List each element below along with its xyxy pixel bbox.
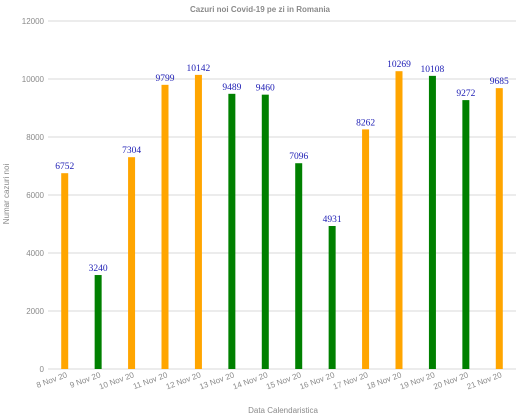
y-tick-label: 4000 — [26, 249, 44, 258]
x-tick-label: 19 Nov 20 — [399, 370, 437, 391]
data-label: 9685 — [490, 77, 509, 87]
bar — [194, 74, 202, 369]
gridlines — [48, 20, 516, 370]
x-tick-label: 11 Nov 20 — [132, 370, 169, 391]
bar — [495, 88, 503, 369]
y-tick-label: 2000 — [26, 307, 44, 316]
x-tick-label: 14 Nov 20 — [232, 370, 270, 391]
x-tick-label: 9 Nov 20 — [69, 370, 103, 390]
x-tick-label: 15 Nov 20 — [265, 370, 303, 391]
x-tick-label: 21 Nov 20 — [466, 370, 504, 391]
y-tick-label: 0 — [40, 365, 45, 374]
x-tick-label: 16 Nov 20 — [298, 370, 336, 391]
data-label: 9272 — [456, 89, 475, 99]
bar — [328, 226, 336, 369]
data-label: 10108 — [421, 65, 445, 75]
bar — [228, 93, 236, 369]
bars — [61, 71, 503, 370]
data-label: 3240 — [89, 264, 108, 274]
bar — [462, 100, 470, 369]
data-labels: 6752 3240 7304 9799 10142 9489 9460 7096 4931 826… — [55, 60, 509, 274]
bar — [395, 71, 403, 369]
y-tick-label: 8000 — [26, 133, 44, 142]
bar — [295, 163, 303, 369]
y-tick-label: 6000 — [26, 191, 44, 200]
bar — [161, 84, 169, 369]
x-tick-label: 18 Nov 20 — [365, 370, 403, 391]
x-axis-title: Data Calendaristica — [248, 406, 318, 415]
data-label: 10269 — [387, 60, 411, 70]
x-tick-label: 17 Nov 20 — [332, 370, 370, 391]
y-axis-ticks: 0 2000 4000 6000 8000 10000 12000 — [22, 17, 45, 374]
chart-title: Cazuri noi Covid-19 pe zi in Romania — [190, 5, 331, 14]
bar — [61, 173, 69, 369]
data-label: 9799 — [156, 74, 175, 84]
y-tick-label: 12000 — [22, 17, 45, 26]
bar — [94, 275, 102, 369]
y-tick-label: 10000 — [22, 75, 45, 84]
data-label: 6752 — [55, 162, 74, 172]
data-label: 8262 — [356, 118, 375, 128]
bar — [128, 157, 136, 369]
x-tick-label: 10 Nov 20 — [98, 370, 136, 391]
data-label: 7304 — [122, 146, 141, 156]
data-label: 4931 — [323, 215, 342, 225]
x-tick-label: 20 Nov 20 — [432, 370, 470, 391]
x-tick-label: 12 Nov 20 — [165, 370, 203, 391]
data-label: 9460 — [256, 84, 275, 94]
y-axis-title: Numar cazuri noi — [2, 164, 11, 225]
bar — [428, 75, 436, 370]
x-tick-label: 13 Nov 20 — [198, 370, 236, 391]
data-label: 7096 — [289, 152, 308, 162]
bar — [362, 129, 370, 369]
data-label: 9489 — [222, 83, 241, 93]
data-label: 10142 — [187, 64, 211, 74]
bar — [261, 94, 269, 369]
